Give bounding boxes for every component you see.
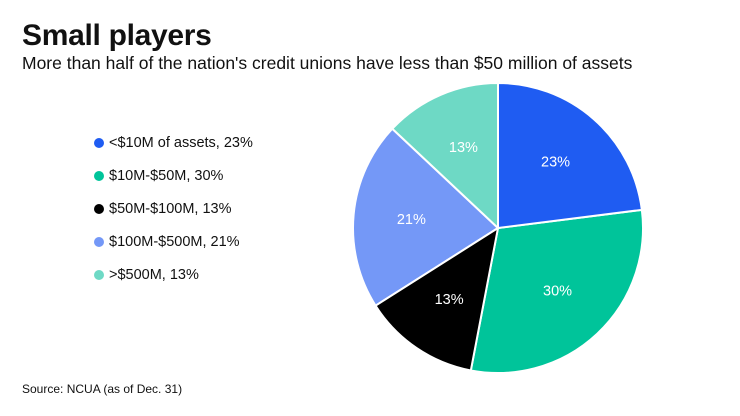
legend-swatch	[94, 170, 104, 181]
pie-slice-under-10m	[497, 82, 643, 229]
pie-slice-100m-500m	[352, 127, 499, 307]
legend-swatch	[94, 269, 104, 280]
legend-label: <$10M of assets, 23%	[109, 134, 253, 151]
legend-swatch	[94, 137, 104, 148]
legend-item-50m-100m: $50M-$100M, 13%	[94, 192, 253, 225]
pie-slice-50m-100m	[374, 227, 499, 372]
pie-slice-10m-50m	[469, 208, 644, 374]
pie-slice-over-500m	[391, 82, 499, 229]
legend-item-over-500m: >$500M, 13%	[94, 258, 253, 291]
legend-label: $100M-$500M, 21%	[109, 233, 240, 250]
legend-swatch	[94, 236, 104, 247]
pie-data-label-50m-100m: 13%	[435, 292, 464, 308]
source-note: Source: NCUA (as of Dec. 31)	[22, 382, 183, 396]
legend-label: $50M-$100M, 13%	[109, 200, 232, 217]
chart-title: Small players	[22, 19, 212, 52]
pie-data-label-100m-500m: 21%	[397, 212, 426, 228]
pie-data-label-over-500m: 13%	[449, 140, 478, 156]
legend-label: $10M-$50M, 30%	[109, 167, 224, 184]
chart-legend: <$10M of assets, 23% $10M-$50M, 30% $50M…	[94, 126, 253, 291]
legend-label: >$500M, 13%	[109, 266, 199, 283]
chart-subtitle: More than half of the nation's credit un…	[22, 53, 633, 73]
pie-data-label-10m-50m: 30%	[543, 283, 572, 299]
pie-data-label-under-10m: 23%	[541, 155, 570, 171]
legend-item-10m-50m: $10M-$50M, 30%	[94, 159, 253, 192]
legend-swatch	[94, 203, 104, 214]
legend-item-100m-500m: $100M-$500M, 21%	[94, 225, 253, 258]
legend-item-under-10m: <$10M of assets, 23%	[94, 126, 253, 159]
